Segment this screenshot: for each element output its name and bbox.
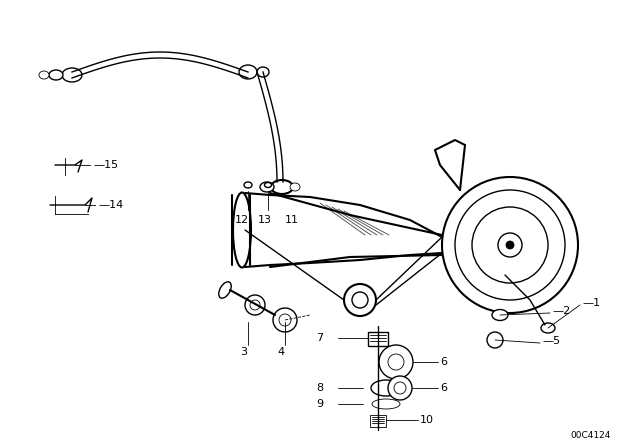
Ellipse shape xyxy=(239,65,257,79)
Ellipse shape xyxy=(219,282,231,298)
Text: 4: 4 xyxy=(277,347,284,357)
Ellipse shape xyxy=(371,380,401,396)
Text: 6: 6 xyxy=(440,383,447,393)
Ellipse shape xyxy=(257,67,269,77)
Circle shape xyxy=(379,345,413,379)
Text: 6: 6 xyxy=(440,357,447,367)
Ellipse shape xyxy=(372,399,400,409)
FancyBboxPatch shape xyxy=(370,415,386,427)
Circle shape xyxy=(245,295,265,315)
Circle shape xyxy=(388,376,412,400)
Circle shape xyxy=(344,284,376,316)
Text: 9: 9 xyxy=(316,399,323,409)
Circle shape xyxy=(394,382,406,394)
Circle shape xyxy=(388,354,404,370)
Ellipse shape xyxy=(541,323,555,333)
Circle shape xyxy=(279,314,291,326)
Ellipse shape xyxy=(271,180,293,194)
Text: —15: —15 xyxy=(93,160,118,170)
Text: —14: —14 xyxy=(98,200,124,210)
Circle shape xyxy=(487,332,503,348)
Text: 3: 3 xyxy=(240,347,247,357)
Ellipse shape xyxy=(290,183,300,191)
Ellipse shape xyxy=(49,70,63,80)
Ellipse shape xyxy=(264,182,271,188)
Text: 8: 8 xyxy=(316,383,323,393)
Ellipse shape xyxy=(39,71,49,79)
Text: —2: —2 xyxy=(552,306,570,316)
Text: 12: 12 xyxy=(235,215,249,225)
Ellipse shape xyxy=(62,68,82,82)
Circle shape xyxy=(250,300,260,310)
Ellipse shape xyxy=(244,182,252,188)
Text: —5: —5 xyxy=(542,336,560,346)
Circle shape xyxy=(352,292,368,308)
Circle shape xyxy=(506,241,514,249)
FancyBboxPatch shape xyxy=(368,332,388,346)
Circle shape xyxy=(273,308,297,332)
Ellipse shape xyxy=(492,310,508,320)
Text: 11: 11 xyxy=(285,215,299,225)
Text: 7: 7 xyxy=(316,333,323,343)
Text: 13: 13 xyxy=(258,215,272,225)
Ellipse shape xyxy=(233,193,251,267)
Text: —1: —1 xyxy=(582,298,600,308)
Text: 00C4124: 00C4124 xyxy=(570,431,611,439)
Ellipse shape xyxy=(260,182,274,192)
Text: 10: 10 xyxy=(420,415,434,425)
